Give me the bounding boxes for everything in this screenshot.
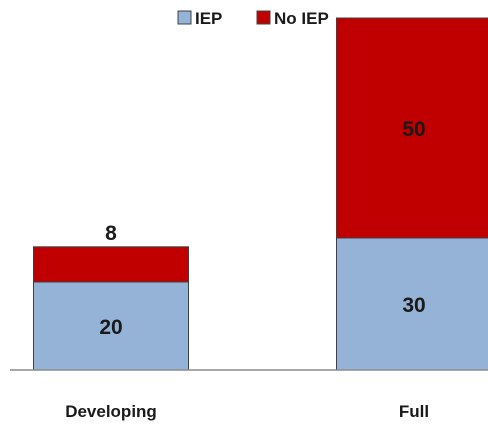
value-labels: 20 8 30 50 [99,118,425,339]
bar-developing-no-iep [33,246,189,283]
category-label-developing: Developing [65,402,157,421]
data-label-full-no-iep: 50 [402,118,425,141]
data-label-full-iep: 30 [402,294,425,317]
data-label-developing-no-iep: 8 [105,222,117,245]
legend-swatch-no-iep [256,10,271,25]
bar-full-no-iep [336,17,488,239]
legend-swatch-iep [177,10,192,25]
data-label-developing-iep: 20 [99,316,122,339]
legend: IEP No IEP [177,9,329,28]
category-labels: Developing Full [65,402,429,421]
legend-label-no-iep: No IEP [274,9,329,28]
category-label-full: Full [399,402,429,421]
bar-developing-iep [33,281,189,371]
legend-label-iep: IEP [195,9,222,28]
